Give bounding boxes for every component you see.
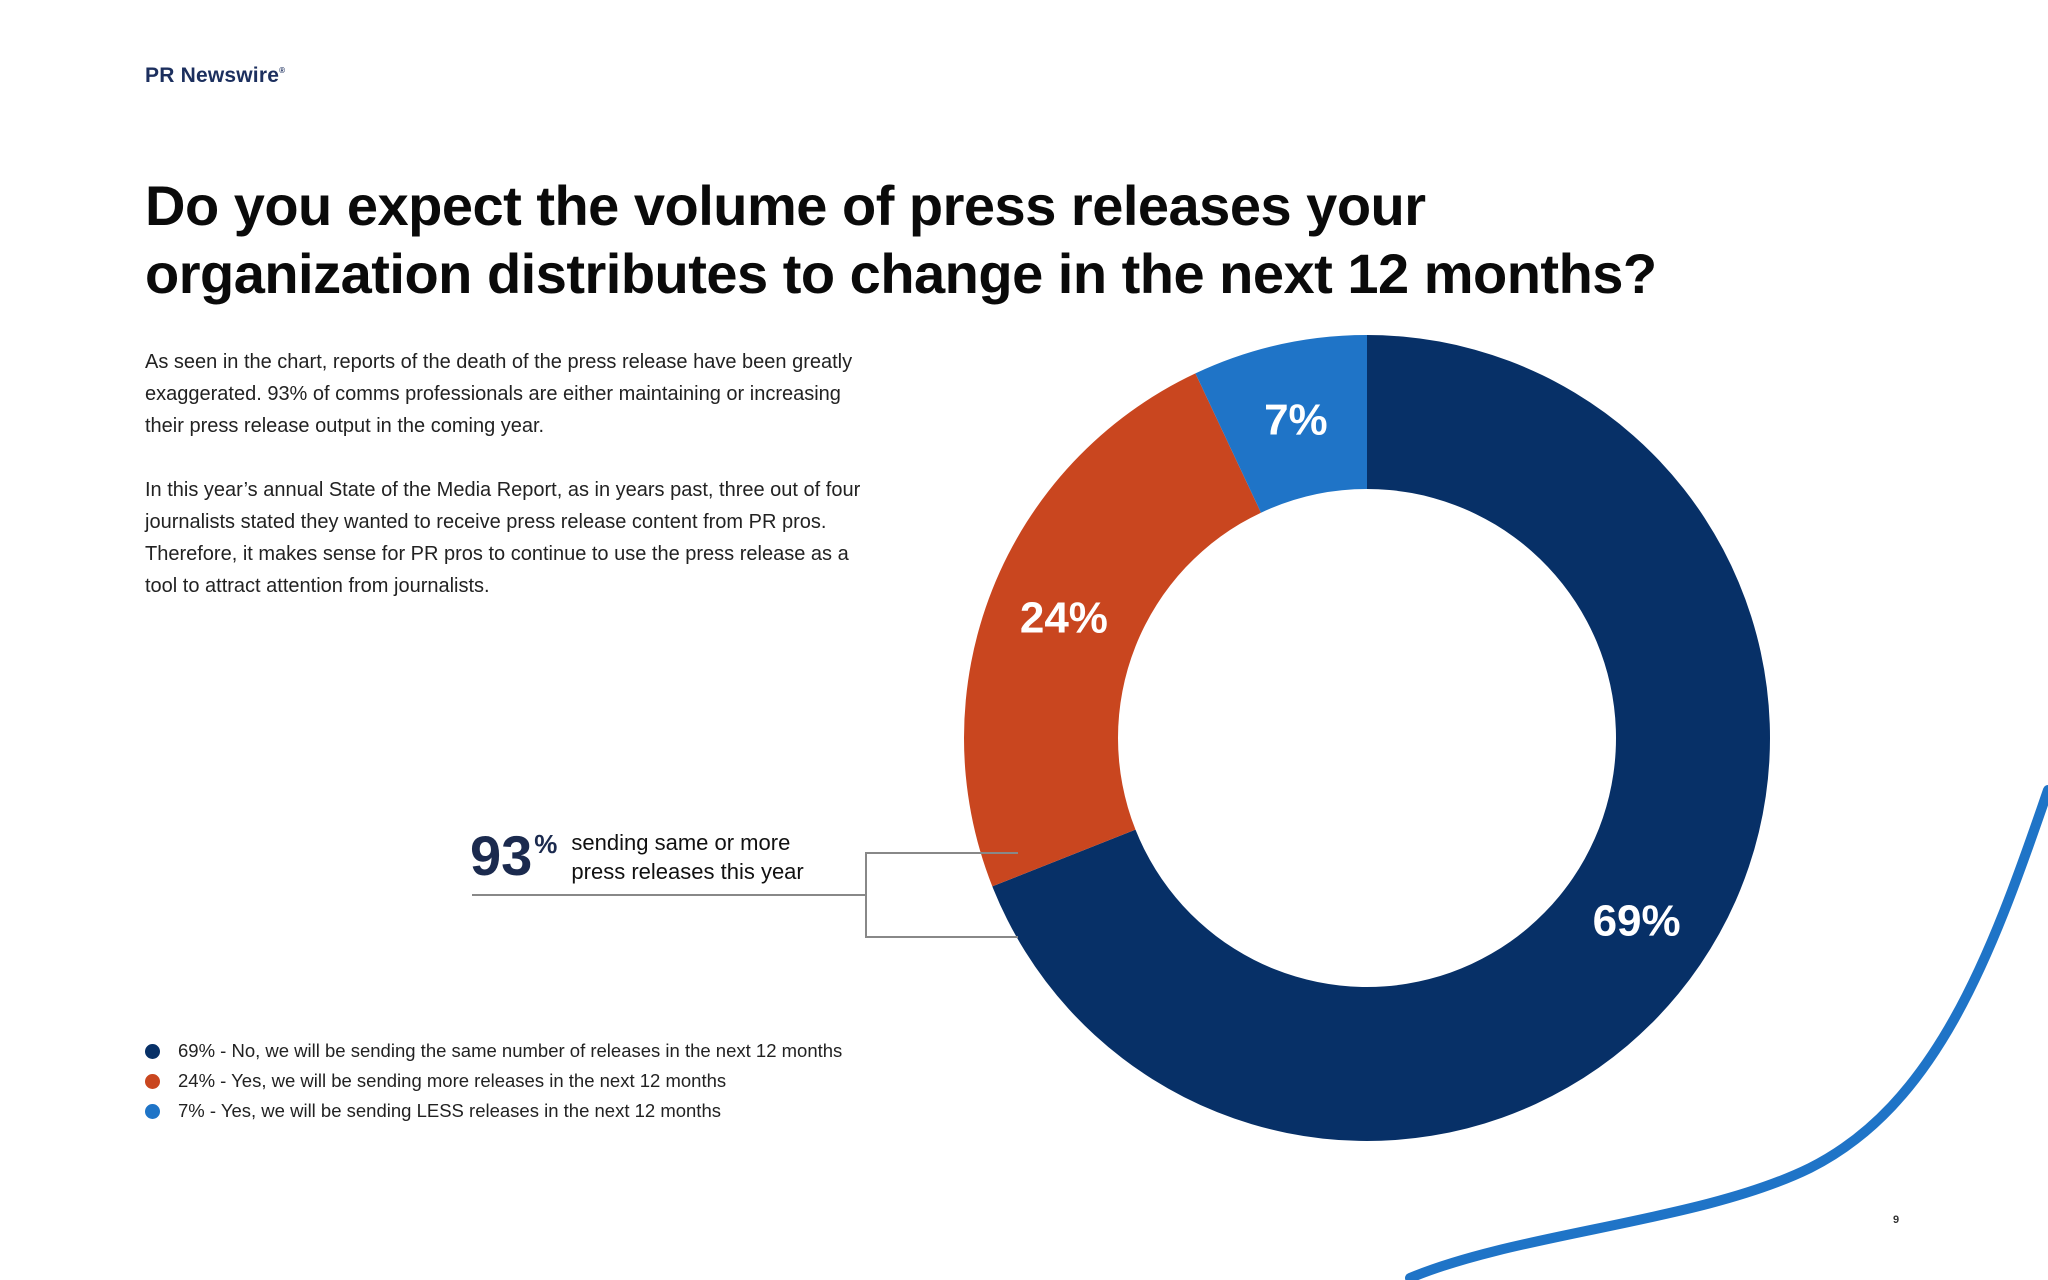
legend-label: 69% - No, we will be sending the same nu… xyxy=(178,1040,843,1061)
callout: 93 % sending same or more press releases… xyxy=(470,826,841,886)
donut-slice-same xyxy=(992,335,1770,1141)
decorative-curve xyxy=(1405,785,2048,1280)
body-paragraph-1: As seen in the chart, reports of the dea… xyxy=(145,351,853,437)
callout-bracket-line xyxy=(865,852,1018,938)
donut-slice-more xyxy=(964,373,1261,887)
data-label-less: 7% xyxy=(1264,395,1328,444)
callout-number: 93 xyxy=(470,824,533,887)
legend-swatch xyxy=(145,1043,160,1059)
donut-slice-less xyxy=(1195,335,1367,513)
callout-bracket xyxy=(472,852,1018,938)
brand-mark: ® xyxy=(279,66,286,75)
legend-item: 69% - No, we will be sending the same nu… xyxy=(145,1036,842,1066)
page-number: 9 xyxy=(1893,1214,1900,1226)
donut-chart: 69% 24% 7% xyxy=(964,335,1770,1141)
legend-swatch xyxy=(145,1103,160,1119)
data-label-more: 24% xyxy=(1020,593,1108,642)
body-paragraph-2: In this year’s annual State of the Media… xyxy=(145,479,861,597)
page-title: Do you expect the volume of press releas… xyxy=(145,174,1657,305)
legend-label: 7% - Yes, we will be sending LESS releas… xyxy=(178,1100,721,1121)
legend-item: 24% - Yes, we will be sending more relea… xyxy=(145,1066,842,1096)
chart-legend: 69% - No, we will be sending the same nu… xyxy=(145,1036,842,1126)
callout-unit: % xyxy=(534,829,558,859)
brand-name: PR Newswire xyxy=(145,64,280,87)
brand-logo: PR Newswire® xyxy=(145,64,285,88)
legend-item: 7% - Yes, we will be sending LESS releas… xyxy=(145,1096,842,1126)
legend-swatch xyxy=(145,1073,160,1089)
data-label-same: 69% xyxy=(1593,897,1681,946)
callout-text: sending same or more press releases this… xyxy=(571,830,804,884)
legend-label: 24% - Yes, we will be sending more relea… xyxy=(178,1070,727,1091)
